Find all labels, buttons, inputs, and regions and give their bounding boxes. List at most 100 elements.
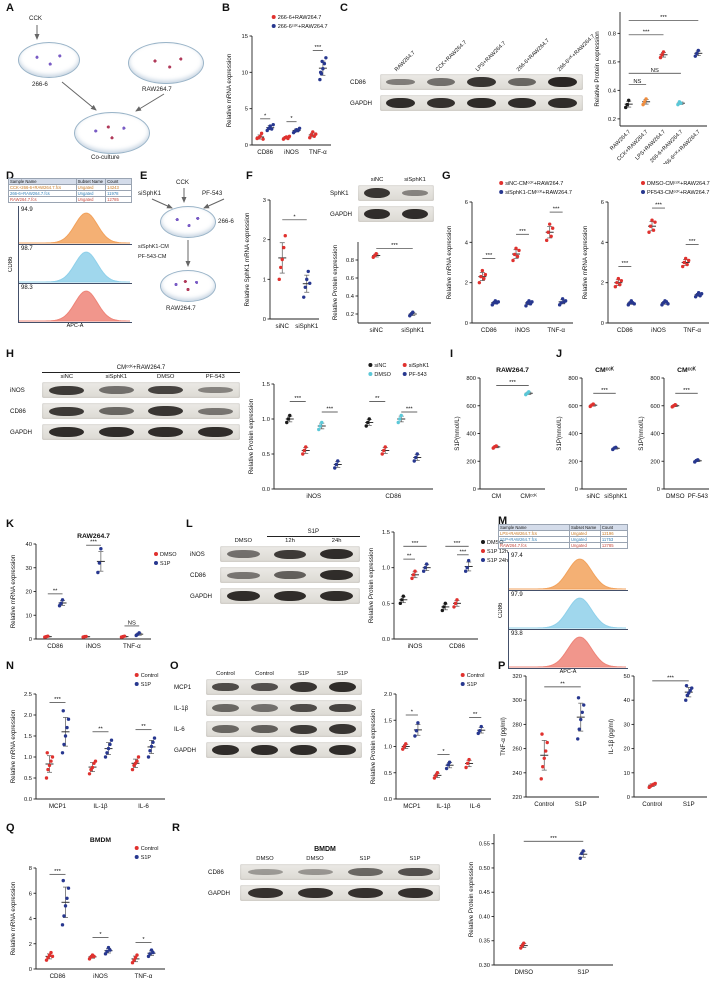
svg-text:*: * [142, 937, 145, 943]
svg-text:**: ** [141, 724, 146, 730]
svg-text:0.45: 0.45 [479, 890, 490, 896]
cell-266-6-label: 266-6 [218, 218, 234, 225]
svg-text:**: ** [560, 681, 565, 687]
panel-c-protein-chart: 0.2 0.4 0.6 0.8 RAW264.7 CCK+RAW264.7 LPS+RAW2… [592, 6, 712, 169]
svg-text:0.6: 0.6 [346, 276, 354, 282]
panel-label-k: K [6, 518, 14, 530]
svg-text:280: 280 [512, 722, 522, 728]
svg-text:0: 0 [465, 321, 468, 327]
svg-text:Control: Control [141, 846, 159, 852]
svg-text:CD86: CD86 [50, 973, 66, 980]
svg-text:0.5: 0.5 [262, 452, 270, 458]
svg-text:NS: NS [651, 68, 659, 74]
svg-text:TNF-α (pg/ml): TNF-α (pg/ml) [500, 717, 507, 756]
panel-a-coculture-diagram: CCK 266-6 RAW264.7 Co-culture [12, 14, 212, 162]
svg-text:0.55: 0.55 [479, 842, 490, 848]
svg-text:iNOS: iNOS [515, 327, 530, 334]
svg-text:0.5: 0.5 [24, 776, 32, 782]
svg-text:50: 50 [624, 674, 630, 680]
svg-text:40: 40 [26, 542, 32, 548]
svg-text:0.2: 0.2 [346, 312, 354, 318]
svg-text:S1P 12h: S1P 12h [487, 549, 508, 555]
svg-text:0: 0 [263, 317, 266, 323]
panel-label-i: I [450, 348, 454, 360]
svg-text:400: 400 [466, 432, 476, 438]
svg-text:TNF-α: TNF-α [309, 149, 327, 156]
svg-text:2: 2 [29, 942, 32, 948]
svg-text:8: 8 [29, 866, 32, 872]
svg-text:siSphK1: siSphK1 [401, 327, 425, 334]
svg-text:Control: Control [642, 801, 662, 808]
svg-text:*: * [442, 749, 445, 755]
svg-text:***: *** [550, 836, 558, 842]
panel-label-h: H [6, 348, 14, 360]
svg-text:Relative Protein expression: Relative Protein expression [468, 861, 475, 937]
svg-text:siNC: siNC [374, 363, 386, 369]
svg-text:IL-6: IL-6 [470, 803, 481, 810]
svg-text:***: *** [391, 243, 399, 249]
svg-text:Control: Control [141, 673, 159, 679]
panel-j-pf543-chart: 0 200 400 600 800 DMSO PF-543 S1P(nmol/L) CMᶜᶜᴷ *… [636, 360, 714, 504]
svg-text:S1P: S1P [577, 969, 589, 976]
chart-B: 0 5 10 15 CD86 iNOS TNF-α Relative mRNA express… [226, 15, 331, 156]
panel-label-g: G [442, 170, 451, 182]
svg-text:**: ** [53, 588, 58, 594]
sisphk1-label: siSphK1 [138, 190, 162, 197]
svg-text:***: *** [689, 239, 697, 245]
svg-text:siSphK1: siSphK1 [295, 323, 319, 330]
svg-text:Relative SphK1 mRNA expression: Relative SphK1 mRNA expression [244, 212, 251, 306]
dish-raw2647 [160, 270, 216, 302]
svg-text:Relative mRNA expression: Relative mRNA expression [10, 709, 17, 783]
svg-text:2.0: 2.0 [24, 713, 32, 719]
dish-coculture [74, 112, 150, 154]
svg-text:**: ** [375, 396, 380, 402]
svg-text:S1P(nmol/L): S1P(nmol/L) [638, 416, 645, 450]
svg-text:4: 4 [29, 917, 33, 923]
svg-text:S1P: S1P [141, 682, 152, 688]
cck-label: CCK [29, 15, 43, 22]
svg-text:0: 0 [473, 487, 476, 493]
svg-text:iNOS: iNOS [284, 149, 299, 156]
svg-text:DMSO: DMSO [487, 540, 504, 546]
svg-text:*: * [99, 932, 102, 938]
svg-text:NS: NS [633, 79, 641, 85]
panel-label-b: B [222, 2, 230, 14]
svg-text:0.5: 0.5 [382, 601, 390, 607]
svg-text:10: 10 [242, 70, 248, 76]
svg-text:1.0: 1.0 [382, 566, 390, 572]
chart-Oq: 0.0 0.5 1.0 1.5 2.0 MCP1 IL-1β IL-6 Relative Pro… [370, 673, 491, 810]
panel-o-western-blot: Control Control S1P S1P MCP1 IL-1β IL-6 GAPDH [174, 670, 364, 812]
svg-text:Relative Protein expression: Relative Protein expression [368, 547, 375, 623]
svg-text:0: 0 [29, 967, 32, 973]
svg-text:CD86: CD86 [47, 643, 63, 650]
svg-text:***: *** [406, 407, 414, 413]
svg-text:0: 0 [245, 143, 248, 149]
svg-text:TNF-α: TNF-α [123, 643, 141, 650]
svg-text:200: 200 [466, 459, 476, 465]
panel-label-d: D [6, 170, 14, 182]
svg-text:***: *** [54, 869, 62, 875]
svg-text:***: *** [509, 380, 517, 386]
svg-text:S1P: S1P [141, 855, 152, 861]
svg-text:siNC: siNC [276, 323, 290, 330]
chart-F2: 0.2 0.4 0.6 0.8 siNC siSphK1 Relative Protein … [332, 242, 431, 334]
svg-text:CD86: CD86 [617, 327, 633, 334]
svg-text:***: *** [643, 29, 651, 35]
panel-c-western-blot: RAW264.7 CCK+RAW264.7 LPS+RAW264.7 266-6+RA… [350, 18, 596, 156]
panel-g-pf543-chart: 0 2 4 6 CD86 iNOS TNF-α Relative mRNA expressio… [580, 176, 714, 338]
chart-Lq: 0.0 0.5 1.0 1.5 iNOS CD86 Relative Protein exp… [368, 530, 508, 650]
svg-text:200: 200 [650, 459, 660, 465]
svg-text:BMDM: BMDM [90, 837, 111, 844]
svg-text:siSphK1-CMᶜᶜᴷ+RAW264.7: siSphK1-CMᶜᶜᴷ+RAW264.7 [505, 189, 572, 196]
svg-text:IL-6: IL-6 [138, 803, 149, 810]
svg-text:2: 2 [465, 281, 468, 287]
svg-text:10: 10 [26, 613, 32, 619]
svg-text:10: 10 [624, 771, 630, 777]
chart-G2: 0 2 4 6 CD86 iNOS TNF-α Relative mRNA expressio… [582, 180, 710, 334]
svg-text:20: 20 [624, 747, 630, 753]
svg-text:***: *** [519, 229, 527, 235]
pf543-label: PF-543 [202, 190, 223, 197]
svg-text:iNOS: iNOS [86, 643, 101, 650]
svg-text:1.5: 1.5 [384, 718, 392, 724]
